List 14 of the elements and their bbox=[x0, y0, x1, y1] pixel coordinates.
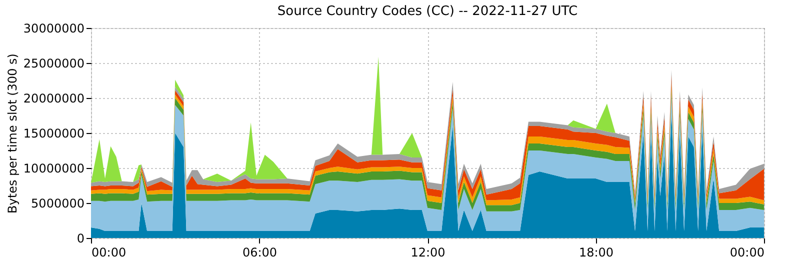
x-tick-label: 06:00 bbox=[242, 246, 278, 260]
x-tick-label: 18:00 bbox=[578, 246, 614, 260]
y-tick-label: 20000000 bbox=[23, 92, 84, 106]
y-axis-title: Bytes per time slot (300 s) bbox=[5, 54, 20, 214]
x-tick-label: 00:00 bbox=[730, 246, 764, 260]
y-tick-label: 30000000 bbox=[23, 22, 84, 36]
x-tick-label: 12:00 bbox=[410, 246, 446, 260]
y-tick-label: 25000000 bbox=[23, 56, 84, 70]
y-tick-label: 5000000 bbox=[31, 196, 84, 210]
y-tick-label: 0 bbox=[76, 232, 84, 246]
x-tick-label: 00:00 bbox=[92, 246, 126, 260]
chart-title: Source Country Codes (CC) -- 2022-11-27 UTC bbox=[277, 4, 578, 19]
y-tick-label: 15000000 bbox=[23, 126, 84, 140]
y-tick-label: 10000000 bbox=[23, 162, 84, 176]
